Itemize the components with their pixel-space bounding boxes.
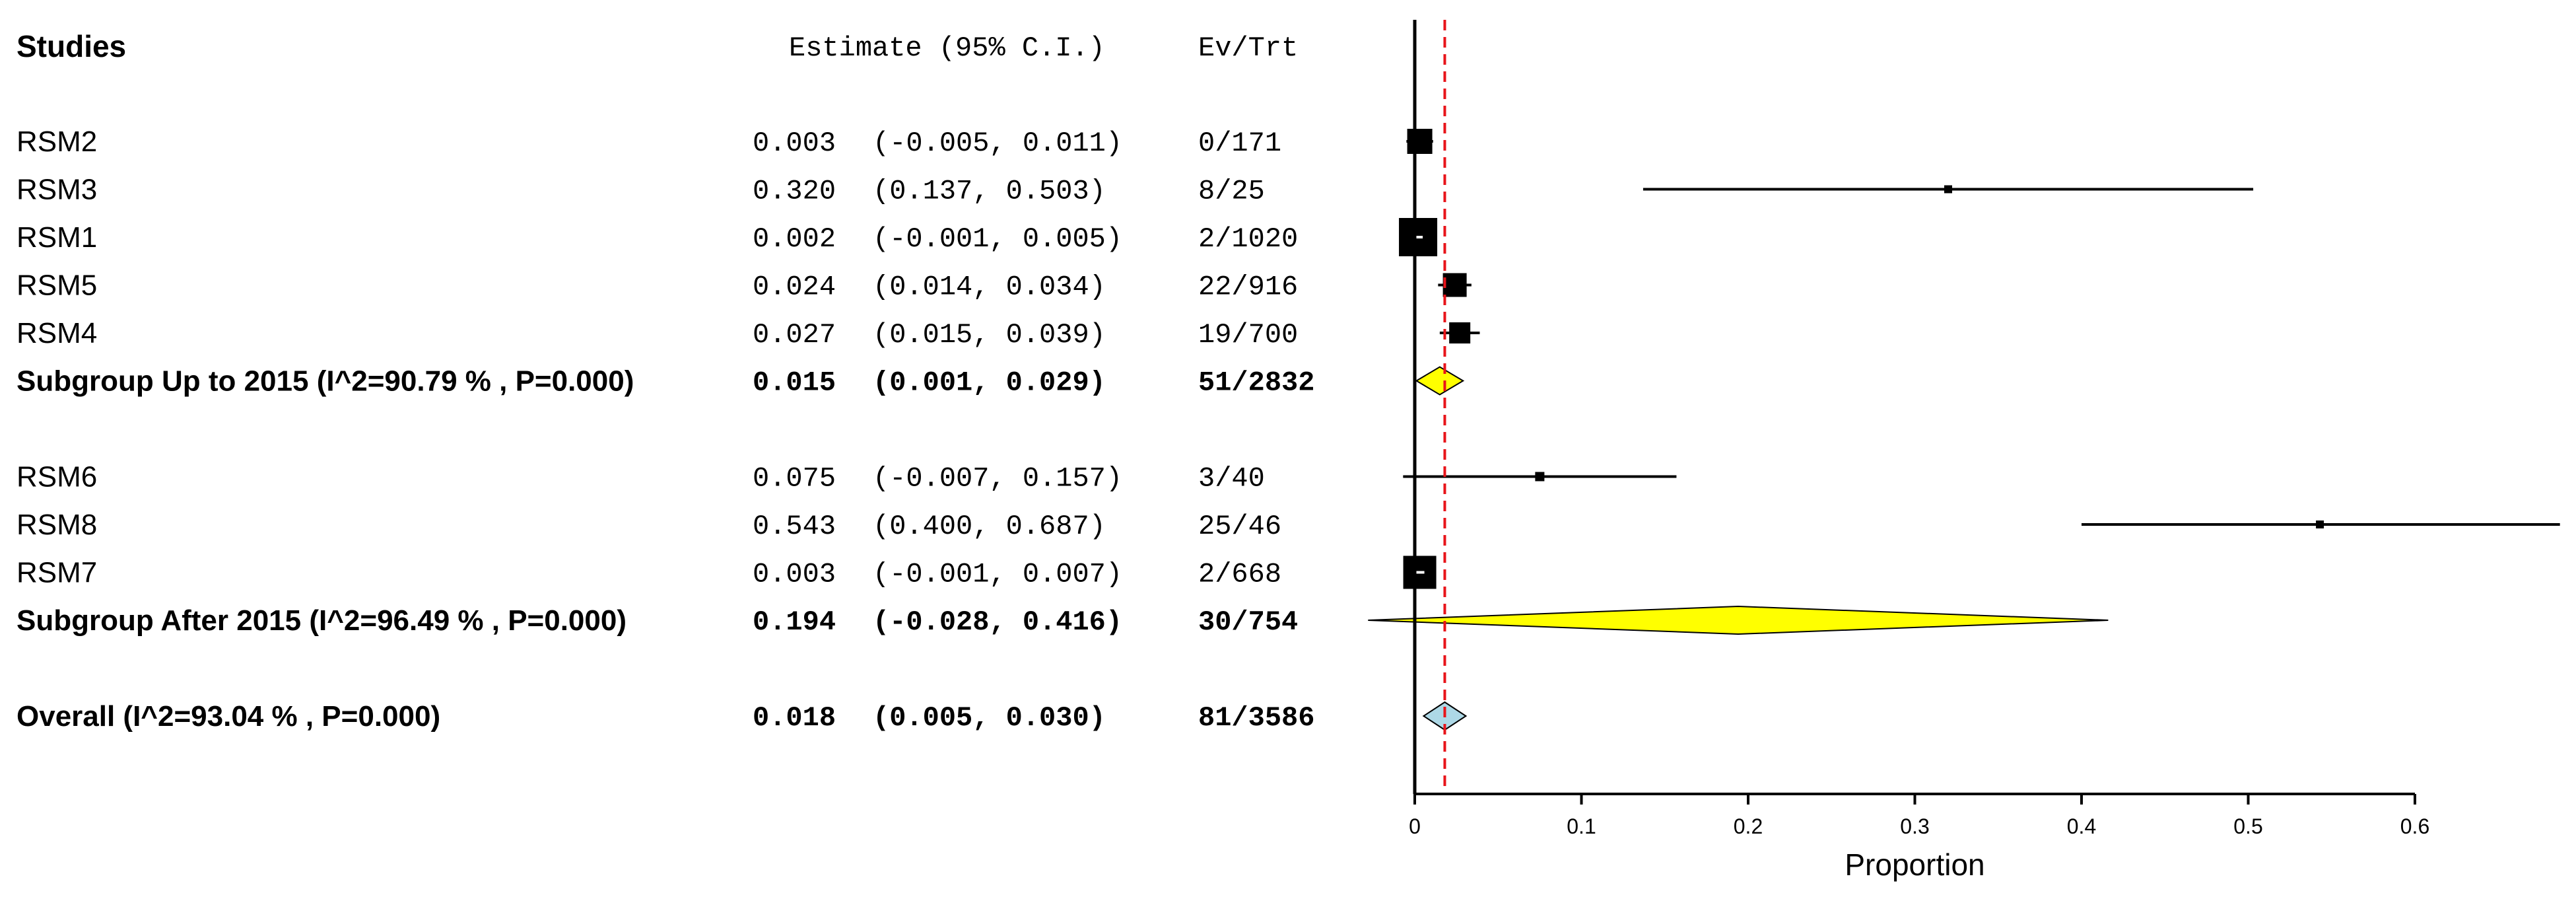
study-name: RSM2 [17, 126, 97, 158]
study-ci: (-0.005, 0.011) [873, 127, 1122, 159]
subgroup-ci: (-0.028, 0.416) [873, 606, 1122, 638]
study-name: RSM8 [17, 509, 97, 541]
x-tick-label: 0.5 [2233, 814, 2262, 838]
study-ci: (-0.001, 0.007) [873, 559, 1122, 591]
study-name: RSM1 [17, 221, 97, 254]
study-ci: (0.015, 0.039) [873, 319, 1106, 351]
header-evtrt: Ev/Trt [1198, 32, 1298, 64]
table-rows: RSM2 0.003 (-0.005, 0.011) 0/171 RSM3 0.320 (0… [17, 126, 1314, 734]
subgroup-name: Subgroup After 2015 (I^2=96.49 % , P=0.0… [17, 604, 627, 637]
study-estimate: 0.320 [753, 176, 836, 207]
study-marker [1442, 273, 1467, 297]
overall-ci: (0.005, 0.030) [873, 702, 1106, 734]
header-studies: Studies [17, 29, 126, 63]
study-marker [1944, 185, 1952, 194]
study-estimate: 0.024 [753, 271, 836, 303]
subgroup-evtrt: 30/754 [1198, 606, 1298, 638]
study-estimate: 0.003 [753, 127, 836, 159]
x-tick-label: 0.4 [2067, 814, 2096, 838]
study-ci: (0.014, 0.034) [873, 271, 1106, 303]
study-estimate: 0.002 [753, 223, 836, 255]
study-evtrt: 2/1020 [1198, 223, 1298, 255]
study-marker [2316, 520, 2324, 528]
study-evtrt: 25/46 [1198, 511, 1281, 542]
x-tick-label: 0.6 [2400, 814, 2429, 838]
overall-name: Overall (I^2=93.04 % , P=0.000) [17, 700, 440, 733]
study-marker [1535, 472, 1545, 482]
study-evtrt: 22/916 [1198, 271, 1298, 303]
subgroup-diamond [1415, 366, 1465, 396]
subgroup-estimate: 0.015 [753, 367, 836, 399]
study-ci: (-0.007, 0.157) [873, 463, 1122, 495]
overall-estimate: 0.018 [753, 702, 836, 734]
study-evtrt: 0/171 [1198, 127, 1281, 159]
study-ci: (0.137, 0.503) [873, 176, 1106, 207]
subgroup-estimate: 0.194 [753, 606, 836, 638]
study-marker [1407, 129, 1433, 154]
subgroup-evtrt: 51/2832 [1198, 367, 1314, 399]
study-evtrt: 3/40 [1198, 463, 1265, 495]
study-name: RSM5 [17, 269, 97, 302]
study-evtrt: 2/668 [1198, 559, 1281, 591]
x-tick-label: 0.2 [1734, 814, 1763, 838]
x-tick-label: 0 [1409, 814, 1421, 838]
study-estimate: 0.543 [753, 511, 836, 542]
study-estimate: 0.075 [753, 463, 836, 495]
header-estimate: Estimate (95% C.I.) [789, 32, 1105, 64]
study-marker [1449, 322, 1471, 343]
study-evtrt: 8/25 [1198, 176, 1265, 207]
subgroup-name: Subgroup Up to 2015 (I^2=90.79 % , P=0.0… [17, 365, 634, 398]
study-name: RSM7 [17, 557, 97, 589]
x-tick-label: 0.1 [1567, 814, 1596, 838]
x-axis-label: Proportion [1845, 847, 1984, 882]
subgroup-diamond [1368, 605, 2109, 635]
subgroup-ci: (0.001, 0.029) [873, 367, 1106, 399]
x-axis: 0 0.1 0.2 0.3 0.4 0.5 0.6 Proportion [1409, 20, 2429, 882]
study-name: RSM4 [17, 317, 97, 349]
study-name: RSM3 [17, 174, 97, 206]
study-evtrt: 19/700 [1198, 319, 1298, 351]
study-name: RSM6 [17, 461, 97, 493]
study-estimate: 0.003 [753, 559, 836, 591]
x-tick-label: 0.3 [1900, 814, 1929, 838]
study-estimate: 0.027 [753, 319, 836, 351]
plot-marks [1368, 20, 2560, 794]
study-ci: (-0.001, 0.005) [873, 223, 1122, 255]
study-ci: (0.400, 0.687) [873, 511, 1106, 542]
overall-evtrt: 81/3586 [1198, 702, 1314, 734]
